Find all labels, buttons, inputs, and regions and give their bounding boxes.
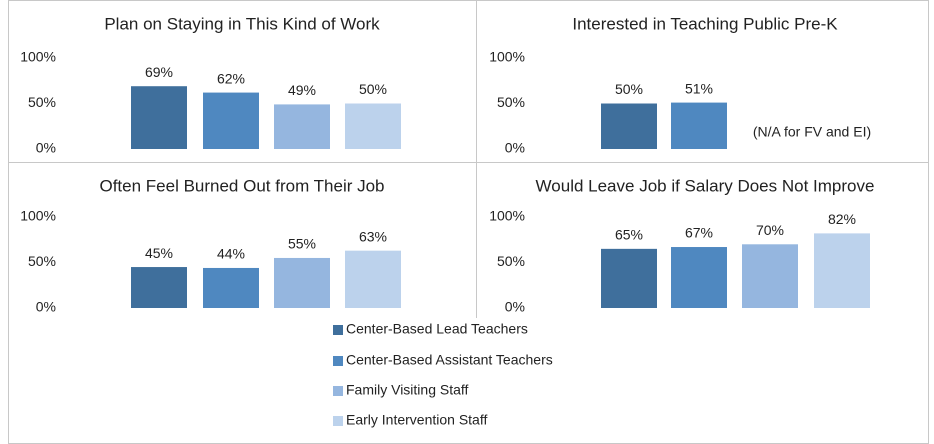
y-tick-label: 50% bbox=[28, 94, 56, 110]
legend-swatch bbox=[333, 386, 343, 396]
y-tick-label: 100% bbox=[20, 49, 56, 65]
legend-label: Family Visiting Staff bbox=[346, 382, 469, 398]
chart-title: Interested in Teaching Public Pre-K bbox=[572, 14, 838, 33]
data-label: 69% bbox=[145, 64, 173, 80]
y-tick-label: 50% bbox=[497, 253, 525, 269]
legend-swatch bbox=[333, 325, 343, 335]
y-tick-label: 0% bbox=[505, 299, 525, 315]
bar bbox=[814, 233, 870, 308]
data-label: 44% bbox=[217, 246, 245, 262]
bar bbox=[274, 104, 330, 149]
data-label: 50% bbox=[359, 81, 387, 97]
data-label: 49% bbox=[288, 82, 316, 98]
chart-title: Often Feel Burned Out from Their Job bbox=[99, 176, 384, 195]
data-label: 70% bbox=[756, 222, 784, 238]
bar bbox=[345, 103, 401, 149]
bar bbox=[203, 92, 259, 149]
data-label: 45% bbox=[145, 245, 173, 261]
legend-label: Early Intervention Staff bbox=[346, 412, 487, 428]
data-label: 65% bbox=[615, 227, 643, 243]
y-tick-label: 0% bbox=[36, 299, 56, 315]
data-label: 55% bbox=[288, 236, 316, 252]
bar bbox=[601, 103, 657, 149]
data-label: 62% bbox=[217, 70, 245, 86]
bar bbox=[345, 250, 401, 308]
chart-title: Plan on Staying in This Kind of Work bbox=[104, 14, 380, 33]
y-tick-label: 0% bbox=[36, 140, 56, 156]
bar bbox=[671, 102, 727, 149]
y-tick-label: 50% bbox=[28, 253, 56, 269]
data-label: 67% bbox=[685, 225, 713, 241]
bar bbox=[131, 86, 187, 149]
bar bbox=[274, 257, 330, 308]
y-tick-label: 100% bbox=[20, 208, 56, 224]
bar bbox=[131, 267, 187, 308]
legend-label: Center-Based Assistant Teachers bbox=[346, 352, 553, 368]
y-tick-label: 50% bbox=[497, 94, 525, 110]
y-tick-label: 100% bbox=[489, 208, 525, 224]
y-tick-label: 100% bbox=[489, 49, 525, 65]
annotation: (N/A for FV and EI) bbox=[753, 124, 871, 140]
data-label: 82% bbox=[828, 211, 856, 227]
bar bbox=[671, 247, 727, 308]
data-label: 51% bbox=[685, 80, 713, 96]
legend-label: Center-Based Lead Teachers bbox=[346, 321, 528, 337]
chart-title: Would Leave Job if Salary Does Not Impro… bbox=[536, 176, 875, 195]
bar bbox=[601, 248, 657, 308]
legend-swatch bbox=[333, 416, 343, 426]
data-label: 63% bbox=[359, 228, 387, 244]
bar bbox=[742, 244, 798, 308]
bar bbox=[203, 267, 259, 308]
y-tick-label: 0% bbox=[505, 140, 525, 156]
data-label: 50% bbox=[615, 81, 643, 97]
legend-swatch bbox=[333, 356, 343, 366]
